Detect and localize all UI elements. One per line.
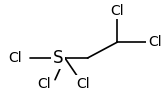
Text: Cl: Cl bbox=[110, 4, 124, 18]
Text: S: S bbox=[53, 49, 63, 67]
Text: Cl: Cl bbox=[37, 77, 51, 91]
Text: Cl: Cl bbox=[76, 77, 90, 91]
Text: Cl: Cl bbox=[9, 51, 22, 65]
Text: Cl: Cl bbox=[148, 35, 162, 49]
